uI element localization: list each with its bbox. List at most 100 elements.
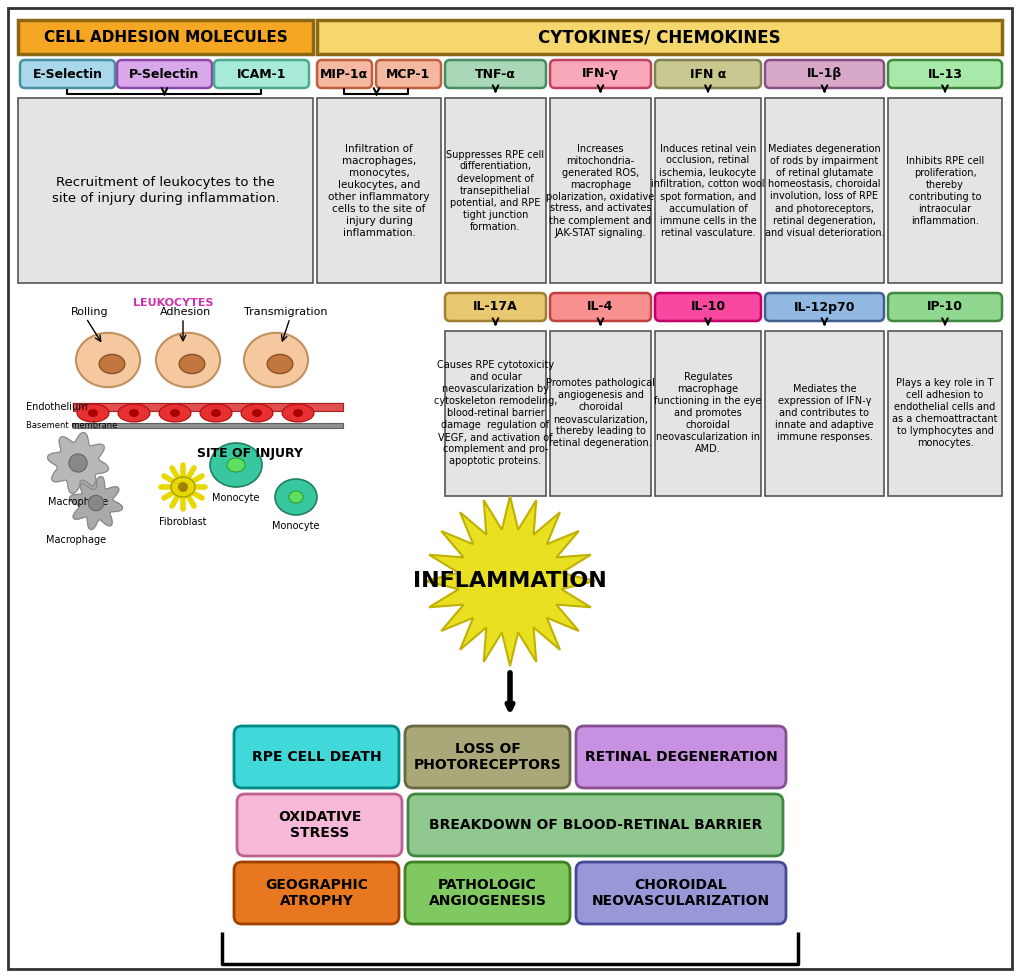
FancyBboxPatch shape	[214, 60, 309, 88]
Bar	[73, 403, 342, 411]
FancyBboxPatch shape	[764, 60, 883, 88]
Text: IL-17A: IL-17A	[473, 301, 518, 314]
Ellipse shape	[252, 409, 262, 417]
Text: RETINAL DEGENERATION: RETINAL DEGENERATION	[584, 750, 776, 764]
FancyBboxPatch shape	[576, 726, 786, 788]
Text: RPE CELL DEATH: RPE CELL DEATH	[252, 750, 381, 764]
Polygon shape	[69, 477, 122, 530]
Text: Fibroblast: Fibroblast	[159, 517, 207, 527]
Circle shape	[178, 482, 187, 492]
Text: IL-1β: IL-1β	[806, 67, 842, 80]
Text: SITE OF INJURY: SITE OF INJURY	[197, 447, 303, 460]
FancyBboxPatch shape	[376, 60, 440, 88]
Bar	[888, 331, 1001, 496]
Text: IL-10: IL-10	[690, 301, 725, 314]
Text: Plays a key role in T
cell adhesion to
endothelial cells and
as a chemoattractan: Plays a key role in T cell adhesion to e…	[892, 378, 997, 448]
Text: CYTOKINES/ CHEMOKINES: CYTOKINES/ CHEMOKINES	[538, 28, 781, 46]
FancyBboxPatch shape	[549, 293, 650, 321]
Text: INFLAMMATION: INFLAMMATION	[413, 571, 606, 591]
Bar	[764, 331, 883, 496]
Text: IL-4: IL-4	[587, 301, 613, 314]
Bar	[444, 98, 545, 283]
Text: Adhesion: Adhesion	[160, 307, 211, 317]
Bar	[549, 98, 650, 283]
Text: TNF-α: TNF-α	[475, 67, 516, 80]
Ellipse shape	[159, 404, 191, 422]
Ellipse shape	[275, 479, 317, 515]
FancyBboxPatch shape	[576, 862, 786, 924]
FancyBboxPatch shape	[317, 60, 372, 88]
Ellipse shape	[170, 409, 179, 417]
Bar	[654, 98, 760, 283]
Text: IFN α: IFN α	[689, 67, 726, 80]
Text: Suppresses RPE cell
differentiation,
development of
transepithelial
potential, a: Suppresses RPE cell differentiation, dev…	[446, 149, 544, 232]
Bar	[18, 20, 313, 54]
Ellipse shape	[118, 404, 150, 422]
Bar	[317, 98, 440, 283]
FancyBboxPatch shape	[764, 293, 883, 321]
FancyBboxPatch shape	[233, 862, 398, 924]
Ellipse shape	[99, 355, 124, 373]
Text: IFN-γ: IFN-γ	[582, 67, 619, 80]
Text: ICAM-1: ICAM-1	[236, 67, 286, 80]
Text: Regulates
macrophage
functioning in the eye
and promotes
choroidal
neovasculariz: Regulates macrophage functioning in the …	[653, 372, 761, 454]
Text: Mediates degeneration
of rods by impairment
of retinal glutamate
homeostasis, ch: Mediates degeneration of rods by impairm…	[764, 144, 883, 237]
Ellipse shape	[244, 333, 308, 387]
Polygon shape	[48, 433, 108, 493]
FancyBboxPatch shape	[444, 293, 545, 321]
Bar	[18, 98, 313, 283]
Ellipse shape	[227, 458, 245, 472]
Ellipse shape	[179, 355, 205, 373]
Ellipse shape	[76, 333, 140, 387]
Bar	[444, 331, 545, 496]
Text: Basement membrane: Basement membrane	[25, 420, 117, 430]
Ellipse shape	[281, 404, 314, 422]
Text: Increases
mitochondria-
generated ROS,
macrophage
polarization, oxidative
stress: Increases mitochondria- generated ROS, m…	[546, 144, 654, 237]
Text: Recruitment of leukocytes to the
site of injury during inflammation.: Recruitment of leukocytes to the site of…	[52, 176, 279, 205]
Text: P-Selectin: P-Selectin	[129, 67, 200, 80]
Bar	[73, 423, 342, 428]
Text: GEOGRAPHIC
ATROPHY: GEOGRAPHIC ATROPHY	[265, 877, 368, 909]
Text: Infiltration of
macrophages,
monocytes,
leukocytes, and
other inflammatory
cells: Infiltration of macrophages, monocytes, …	[328, 144, 429, 237]
Ellipse shape	[128, 409, 139, 417]
Text: Endothelium: Endothelium	[25, 402, 88, 412]
FancyBboxPatch shape	[405, 862, 570, 924]
FancyBboxPatch shape	[888, 60, 1001, 88]
Text: CELL ADHESION MOLECULES: CELL ADHESION MOLECULES	[44, 29, 287, 45]
Text: Inhibits RPE cell
proliferation,
thereby
contributing to
intraocular
inflammatio: Inhibits RPE cell proliferation, thereby…	[905, 155, 983, 226]
FancyBboxPatch shape	[233, 726, 398, 788]
Bar	[317, 20, 1001, 54]
FancyBboxPatch shape	[408, 794, 783, 856]
Text: Causes RPE cytotoxicity
and ocular
neovascularization by
cytoskeleton remodeling: Causes RPE cytotoxicity and ocular neova…	[433, 361, 556, 466]
Text: Macrophage: Macrophage	[48, 497, 108, 507]
Text: Promotes pathological
angiogenesis and
choroidal
neovascularization,
thereby lea: Promotes pathological angiogenesis and c…	[545, 378, 654, 448]
FancyBboxPatch shape	[888, 293, 1001, 321]
Bar	[654, 331, 760, 496]
Ellipse shape	[171, 477, 195, 497]
FancyBboxPatch shape	[654, 60, 760, 88]
FancyBboxPatch shape	[117, 60, 212, 88]
Ellipse shape	[267, 355, 292, 373]
Ellipse shape	[156, 333, 220, 387]
Text: IL-13: IL-13	[926, 67, 962, 80]
Text: MCP-1: MCP-1	[386, 67, 430, 80]
Text: Induces retinal vein
occlusion, retinal
ischemia, leukocyte
infiltration, cotton: Induces retinal vein occlusion, retinal …	[650, 144, 764, 237]
Text: E-Selectin: E-Selectin	[33, 67, 102, 80]
Circle shape	[89, 495, 104, 511]
Text: Mediates the
expression of IFN-γ
and contributes to
innate and adaptive
immune r: Mediates the expression of IFN-γ and con…	[774, 385, 873, 443]
Circle shape	[69, 454, 87, 472]
Text: IL-12p70: IL-12p70	[793, 301, 854, 314]
FancyBboxPatch shape	[236, 794, 401, 856]
Ellipse shape	[292, 409, 303, 417]
Text: OXIDATIVE
STRESS: OXIDATIVE STRESS	[277, 810, 361, 840]
FancyBboxPatch shape	[20, 60, 115, 88]
Text: LOSS OF
PHOTORECEPTORS: LOSS OF PHOTORECEPTORS	[414, 742, 560, 773]
Text: BREAKDOWN OF BLOOD-RETINAL BARRIER: BREAKDOWN OF BLOOD-RETINAL BARRIER	[428, 818, 761, 832]
Ellipse shape	[288, 491, 303, 503]
Ellipse shape	[240, 404, 273, 422]
Text: Transmigration: Transmigration	[244, 307, 327, 317]
FancyBboxPatch shape	[405, 726, 570, 788]
Bar	[888, 98, 1001, 283]
Text: Monocyte: Monocyte	[272, 521, 319, 531]
Bar	[549, 331, 650, 496]
